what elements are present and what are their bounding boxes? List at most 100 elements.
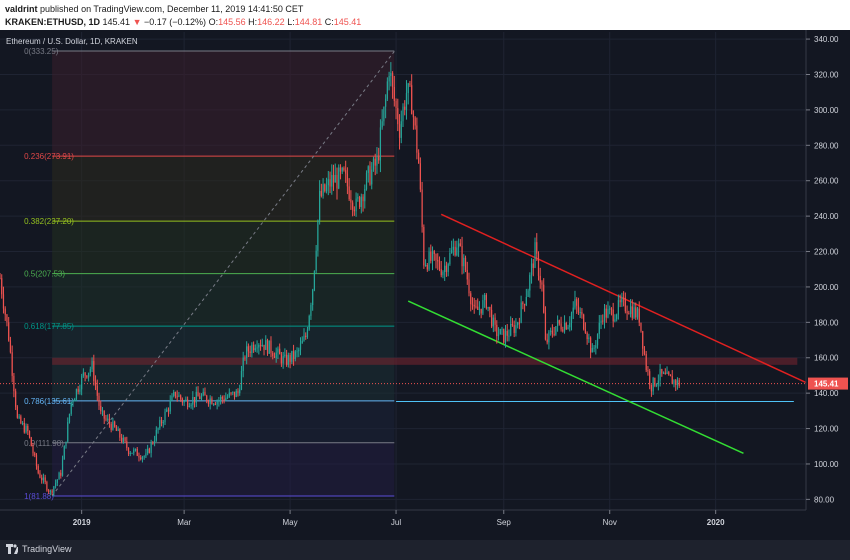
- candle-body: [275, 352, 277, 358]
- candle-body: [563, 322, 566, 332]
- candle-body: [58, 472, 60, 480]
- time-axis-label: 2019: [73, 518, 91, 527]
- close-label: C:: [324, 17, 334, 27]
- candle-body: [155, 429, 157, 441]
- candle-body: [72, 401, 74, 403]
- candle-body: [171, 395, 173, 401]
- candle-body: [242, 357, 244, 371]
- candle-body: [134, 448, 137, 450]
- candle-body: [510, 323, 512, 336]
- candle-body: [39, 473, 41, 478]
- price-axis-label: 220.00: [814, 248, 839, 257]
- candle-body: [395, 100, 397, 109]
- candle-body: [577, 305, 580, 313]
- candle-body: [405, 93, 408, 110]
- candle-body: [319, 190, 321, 221]
- candle-body: [25, 425, 27, 433]
- candle-body: [317, 220, 319, 251]
- chart-footer: TradingView: [0, 540, 850, 560]
- candle-body: [409, 83, 411, 86]
- candle-body: [369, 166, 371, 185]
- candle-body: [530, 263, 533, 275]
- fib-zone-band: [52, 273, 395, 327]
- candle-body: [621, 297, 623, 303]
- candle-body: [15, 391, 17, 407]
- candle-body: [484, 295, 486, 301]
- candle-body: [232, 391, 234, 393]
- candle-body: [63, 446, 65, 460]
- candle-body: [46, 482, 48, 491]
- candle-body: [325, 185, 328, 192]
- candle-body: [362, 196, 364, 202]
- down-arrow-icon: ▼: [132, 17, 142, 27]
- candle-body: [140, 457, 142, 460]
- candle-body: [372, 158, 375, 170]
- candle-body: [649, 371, 651, 385]
- candle-body: [489, 306, 491, 310]
- candle-body: [452, 246, 454, 250]
- high-value: 146.22: [257, 17, 285, 27]
- candle-body: [235, 390, 237, 398]
- candle-body: [117, 429, 119, 431]
- candle-body: [449, 252, 451, 265]
- candle-body: [628, 313, 630, 315]
- candle-body: [607, 308, 609, 318]
- candle-body: [532, 263, 534, 268]
- candle-body: [120, 437, 123, 442]
- candle-body: [520, 302, 522, 323]
- candle-body: [48, 490, 50, 492]
- candle-body: [329, 179, 331, 187]
- candle-body: [666, 372, 668, 375]
- candle-body: [150, 442, 152, 453]
- candle-body: [124, 437, 126, 442]
- candle-body: [490, 309, 493, 327]
- candle-body: [336, 174, 338, 189]
- candle-body: [305, 335, 307, 337]
- candle-body: [219, 396, 222, 401]
- candle-body: [367, 166, 369, 173]
- candle-body: [650, 384, 653, 392]
- last-price-value: 145.41: [102, 17, 131, 27]
- candle-body: [603, 308, 606, 322]
- candle-body: [364, 189, 366, 202]
- candle-body: [258, 344, 260, 348]
- candle-body: [428, 251, 430, 270]
- candle-body: [230, 392, 232, 394]
- candle-body: [567, 327, 569, 330]
- price-axis-label: 140.00: [814, 389, 839, 398]
- candle-body: [440, 269, 442, 276]
- candle-body: [463, 257, 465, 267]
- candle-body: [438, 261, 441, 270]
- fib-zone-band: [52, 156, 395, 222]
- candle-body: [451, 249, 453, 253]
- candle-body: [54, 482, 57, 487]
- candle-body: [303, 335, 305, 341]
- candle-body: [21, 422, 24, 424]
- candle-body: [44, 477, 46, 483]
- candle-body: [254, 348, 256, 351]
- candle-body: [480, 308, 482, 314]
- chart-title: Ethereum / U.S. Dollar, 1D, KRAKEN: [6, 37, 138, 46]
- candle-body: [673, 380, 675, 385]
- publish-info: valdrint published on TradingView.com, D…: [5, 4, 303, 14]
- candle-body: [233, 391, 236, 398]
- candle-body: [287, 355, 289, 365]
- candle-body: [112, 421, 114, 430]
- price-chart[interactable]: 0(333.25) 0.236(273.91) 0.382(237.20) 0.5(2…: [0, 30, 850, 540]
- candle-body: [265, 340, 267, 350]
- candle-body: [30, 437, 32, 447]
- fib-level-label: 1(81.88): [24, 492, 54, 501]
- candle-body: [543, 284, 545, 313]
- fib-zone-band: [52, 221, 395, 274]
- candle-body: [70, 402, 72, 414]
- candle-body: [91, 361, 93, 370]
- candle-body: [74, 398, 76, 402]
- candle-body: [515, 325, 517, 333]
- candle-body: [675, 380, 677, 386]
- tradingview-logo[interactable]: TradingView: [6, 544, 72, 554]
- author-name[interactable]: valdrint: [5, 4, 38, 14]
- candle-body: [619, 300, 621, 303]
- candle-body: [576, 299, 578, 306]
- candle-body: [261, 344, 263, 347]
- candle-body: [286, 354, 288, 365]
